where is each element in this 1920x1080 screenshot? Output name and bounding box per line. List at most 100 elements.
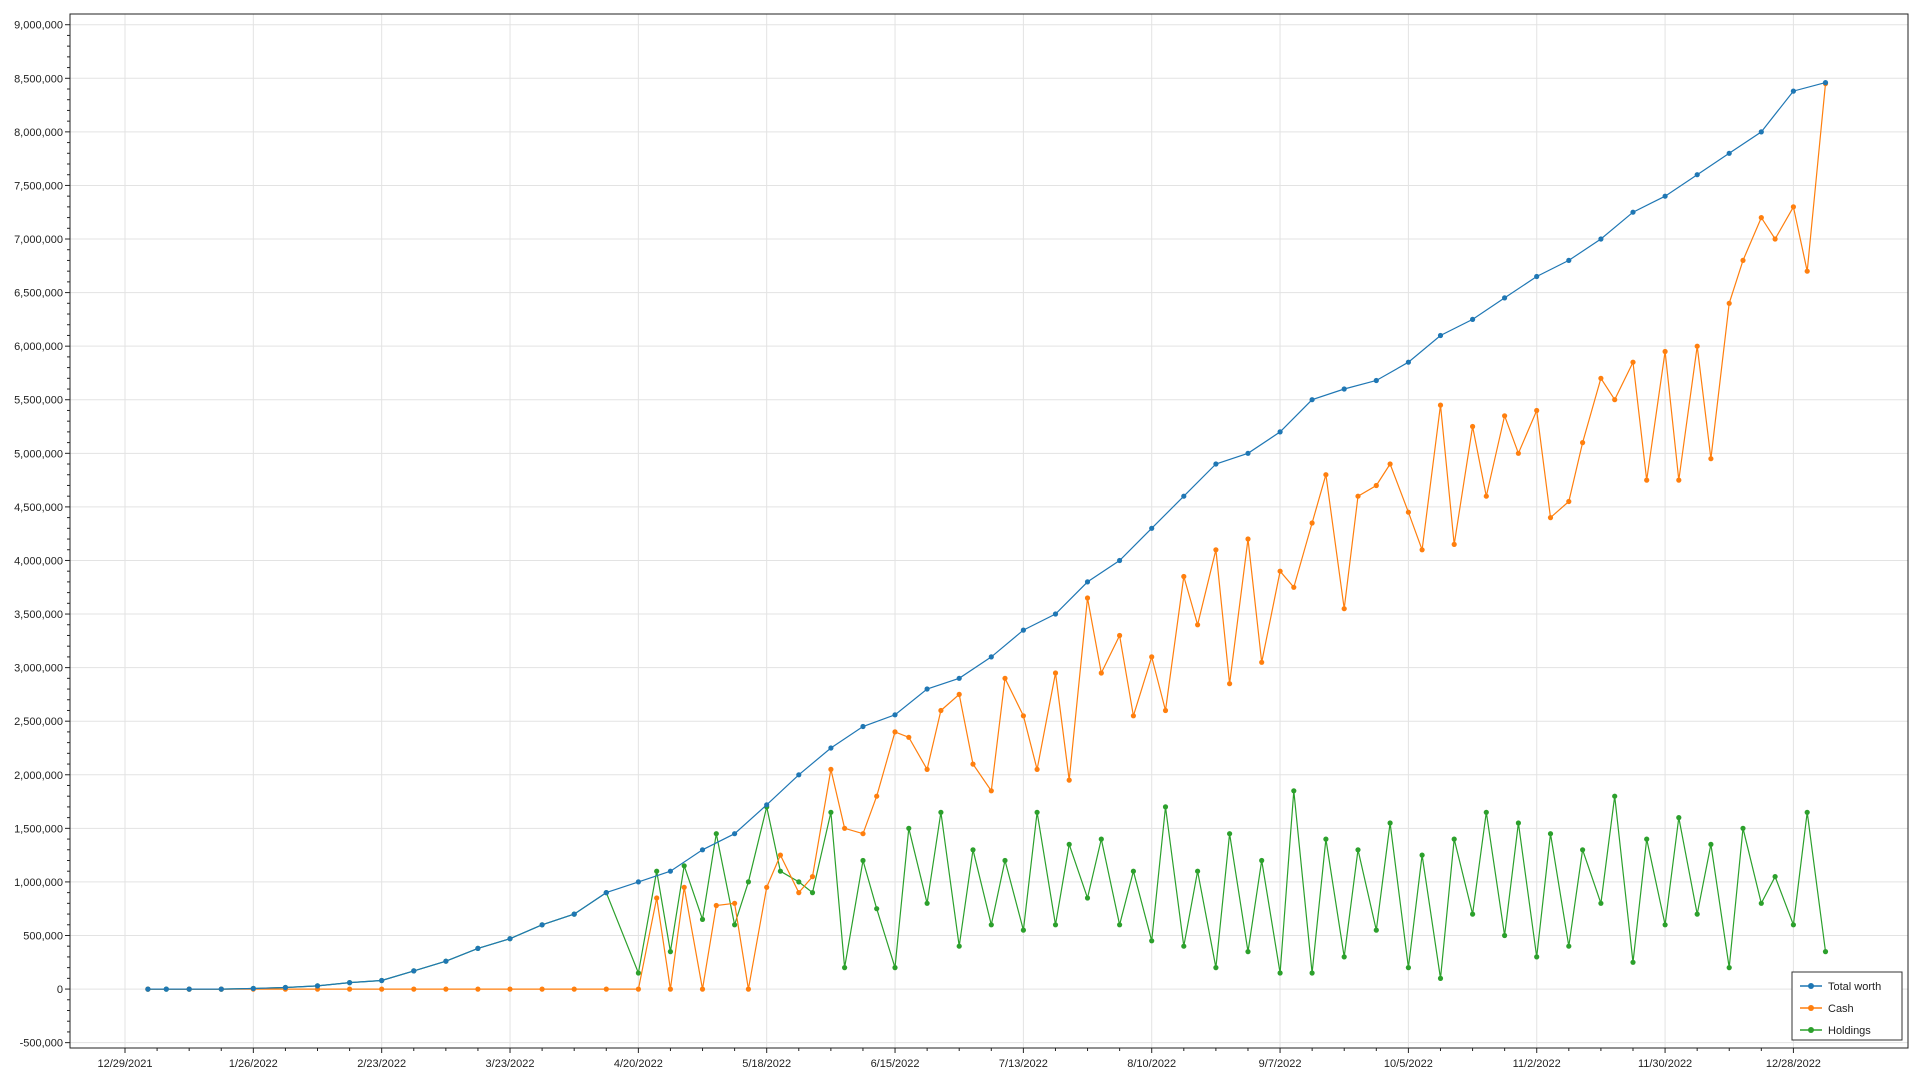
data-point-cash	[1259, 659, 1265, 665]
data-point-cash	[1612, 397, 1618, 403]
data-point-cash	[874, 793, 880, 799]
data-point-cash	[892, 729, 898, 735]
grid-lines	[70, 14, 1908, 1048]
x-tick-label: 2/23/2022	[357, 1058, 406, 1070]
y-tick-label: 3,500,000	[14, 609, 63, 621]
data-point-cash	[1213, 547, 1219, 553]
data-point-cash	[507, 986, 513, 992]
data-point-cash	[1405, 509, 1411, 515]
data-point-holdings	[745, 879, 752, 885]
data-point-cash	[681, 884, 687, 890]
data-point-cash	[842, 825, 848, 831]
data-point-holdings	[1772, 874, 1778, 880]
data-point-total-worth	[699, 847, 706, 853]
data-point-cash	[1149, 654, 1155, 660]
data-point-total-worth	[796, 772, 802, 778]
data-point-total-worth	[1181, 493, 1187, 499]
data-point-holdings	[1309, 970, 1315, 976]
data-point-cash	[777, 852, 784, 858]
data-point-holdings	[1470, 911, 1476, 917]
series-total-worth	[145, 80, 1829, 992]
data-point-total-worth	[347, 980, 353, 986]
x-tick-label: 9/7/2022	[1259, 1058, 1302, 1070]
data-point-holdings	[1277, 970, 1283, 976]
data-point-cash	[796, 890, 802, 896]
y-tick-label: 7,000,000	[14, 234, 63, 246]
data-point-total-worth	[145, 986, 151, 992]
data-point-holdings	[1822, 949, 1829, 955]
data-point-total-worth	[282, 984, 288, 991]
x-tick-label: 5/18/2022	[742, 1058, 791, 1070]
data-point-cash	[347, 986, 353, 992]
data-point-holdings	[1662, 922, 1668, 928]
data-point-total-worth	[475, 945, 481, 952]
data-point-total-worth	[507, 936, 513, 942]
legend-label-cash: Cash	[1828, 1003, 1854, 1015]
data-point-total-worth	[828, 745, 834, 751]
data-point-total-worth	[892, 712, 898, 718]
y-tick-label: 4,000,000	[14, 555, 63, 567]
x-tick-label: 6/15/2022	[871, 1058, 920, 1070]
data-point-holdings	[956, 943, 962, 949]
data-point-cash	[745, 986, 752, 992]
y-tick-label: 5,500,000	[14, 395, 63, 407]
x-tick-label: 4/20/2022	[614, 1058, 663, 1070]
data-point-cash	[988, 788, 994, 794]
data-point-holdings	[1580, 847, 1586, 853]
data-point-holdings	[1259, 857, 1265, 864]
y-tick-label: 6,000,000	[14, 341, 63, 353]
data-point-cash	[1195, 622, 1201, 628]
data-point-cash	[1066, 777, 1072, 783]
data-point-holdings	[1405, 965, 1411, 971]
data-point-cash	[1662, 348, 1668, 355]
data-point-cash	[1181, 573, 1187, 580]
data-point-total-worth	[924, 686, 930, 692]
data-point-total-worth	[1630, 209, 1636, 215]
data-point-cash	[1726, 300, 1732, 306]
data-point-holdings	[1804, 809, 1810, 815]
data-point-holdings	[1740, 825, 1746, 831]
y-tick-label: 5,000,000	[14, 448, 63, 460]
data-point-holdings	[1341, 954, 1347, 960]
data-point-holdings	[1726, 965, 1732, 971]
data-point-cash	[1644, 477, 1650, 483]
data-point-holdings	[828, 809, 834, 815]
data-point-holdings	[809, 890, 816, 896]
data-point-cash	[539, 986, 545, 992]
data-point-holdings	[1291, 788, 1297, 794]
y-tick-label: -500,000	[20, 1038, 63, 1050]
x-tick-label: 11/30/2022	[1638, 1058, 1692, 1070]
data-point-total-worth	[1405, 359, 1411, 365]
data-point-cash	[938, 707, 944, 714]
data-point-cash	[1098, 670, 1104, 676]
series-line-cash	[147, 83, 1827, 990]
data-point-holdings	[988, 922, 994, 928]
data-point-cash	[1502, 413, 1508, 419]
data-point-total-worth	[956, 675, 962, 681]
data-point-total-worth	[635, 879, 642, 885]
data-point-holdings	[1002, 857, 1008, 864]
data-point-total-worth	[1373, 377, 1379, 384]
data-point-cash	[667, 986, 674, 992]
data-point-cash	[1758, 215, 1764, 221]
y-tick-label: 3,000,000	[14, 663, 63, 675]
data-point-cash	[443, 986, 449, 992]
data-point-holdings	[1245, 949, 1251, 955]
y-tick-label: 8,500,000	[14, 73, 63, 85]
y-tick-label: 8,000,000	[14, 127, 63, 139]
data-point-cash	[1291, 584, 1297, 590]
data-point-cash	[1323, 472, 1329, 478]
data-point-holdings	[874, 906, 880, 912]
data-point-cash	[1790, 204, 1796, 210]
data-point-total-worth	[379, 977, 385, 984]
data-point-total-worth	[1117, 557, 1123, 564]
data-point-total-worth	[732, 831, 738, 837]
x-axis: 12/29/2021 1/26/2022 2/23/2022 3/23/2022 4/2…	[97, 1048, 1821, 1070]
data-point-cash	[713, 902, 719, 909]
data-point-cash	[1002, 675, 1008, 681]
data-point-total-worth	[764, 802, 770, 808]
y-tick-label: 4,500,000	[14, 502, 63, 514]
data-point-cash	[1630, 359, 1636, 365]
data-point-cash	[1676, 477, 1682, 483]
